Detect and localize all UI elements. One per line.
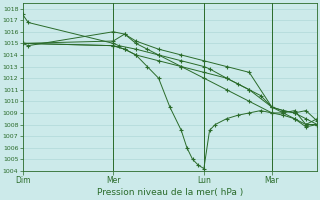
X-axis label: Pression niveau de la mer( hPa ): Pression niveau de la mer( hPa ) bbox=[97, 188, 243, 197]
